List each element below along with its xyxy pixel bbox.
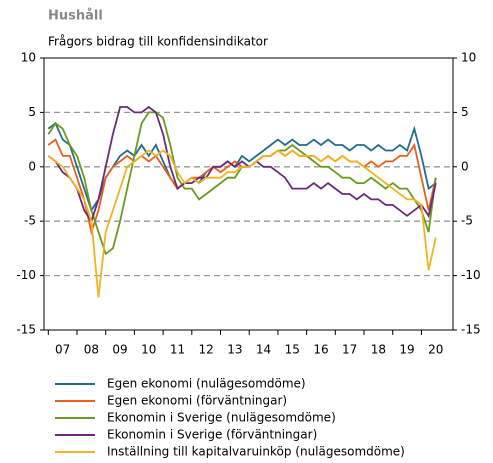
y-tick-label: 10 <box>21 51 36 65</box>
series-line <box>47 138 437 236</box>
chart-subtitle: Frågors bidrag till konfidensindikator <box>48 35 268 49</box>
y-tick-label: -10 <box>16 268 36 282</box>
legend-label: Inställning till kapitalvaruinköp (nuläg… <box>107 445 405 459</box>
y2-tick-label: 5 <box>461 105 469 119</box>
x-tick-label: 09 <box>112 343 127 357</box>
series-line <box>47 149 437 298</box>
x-tick-label: 16 <box>313 343 328 357</box>
x-tick-label: 10 <box>141 343 156 357</box>
x-tick-label: 19 <box>399 343 414 357</box>
x-tick-label: 15 <box>285 343 300 357</box>
y2-tick-label: -10 <box>461 268 481 282</box>
y2-tick-label: 0 <box>461 159 469 173</box>
x-tick-label: 08 <box>84 343 99 357</box>
x-tick-label: 12 <box>199 343 214 357</box>
series-line <box>47 105 437 224</box>
y-tick-label: 5 <box>28 105 36 119</box>
x-tick-label: 07 <box>55 343 70 357</box>
y2-tick-label: 10 <box>461 51 476 65</box>
legend-label: Ekonomin i Sverige (nulägesomdöme) <box>107 411 336 425</box>
legend-label: Ekonomin i Sverige (förväntningar) <box>107 428 317 442</box>
x-tick-label: 17 <box>342 343 357 357</box>
x-tick-label: 18 <box>371 343 386 357</box>
x-tick-label: 20 <box>428 343 443 357</box>
y2-tick-label: -5 <box>461 214 473 228</box>
y-tick-label: -15 <box>16 323 36 337</box>
plot-frame <box>43 57 454 331</box>
y-tick-label: 0 <box>28 159 36 173</box>
y2-tick-label: -15 <box>461 323 481 337</box>
chart-title: Hushåll <box>48 9 103 24</box>
y-tick-label: -5 <box>24 214 36 228</box>
x-tick-label: 13 <box>227 343 242 357</box>
legend-label: Egen ekonomi (nulägesomdöme) <box>107 377 306 391</box>
x-tick-label: 14 <box>256 343 271 357</box>
legend-label: Egen ekonomi (förväntningar) <box>107 394 287 408</box>
x-tick-label: 11 <box>170 343 185 357</box>
